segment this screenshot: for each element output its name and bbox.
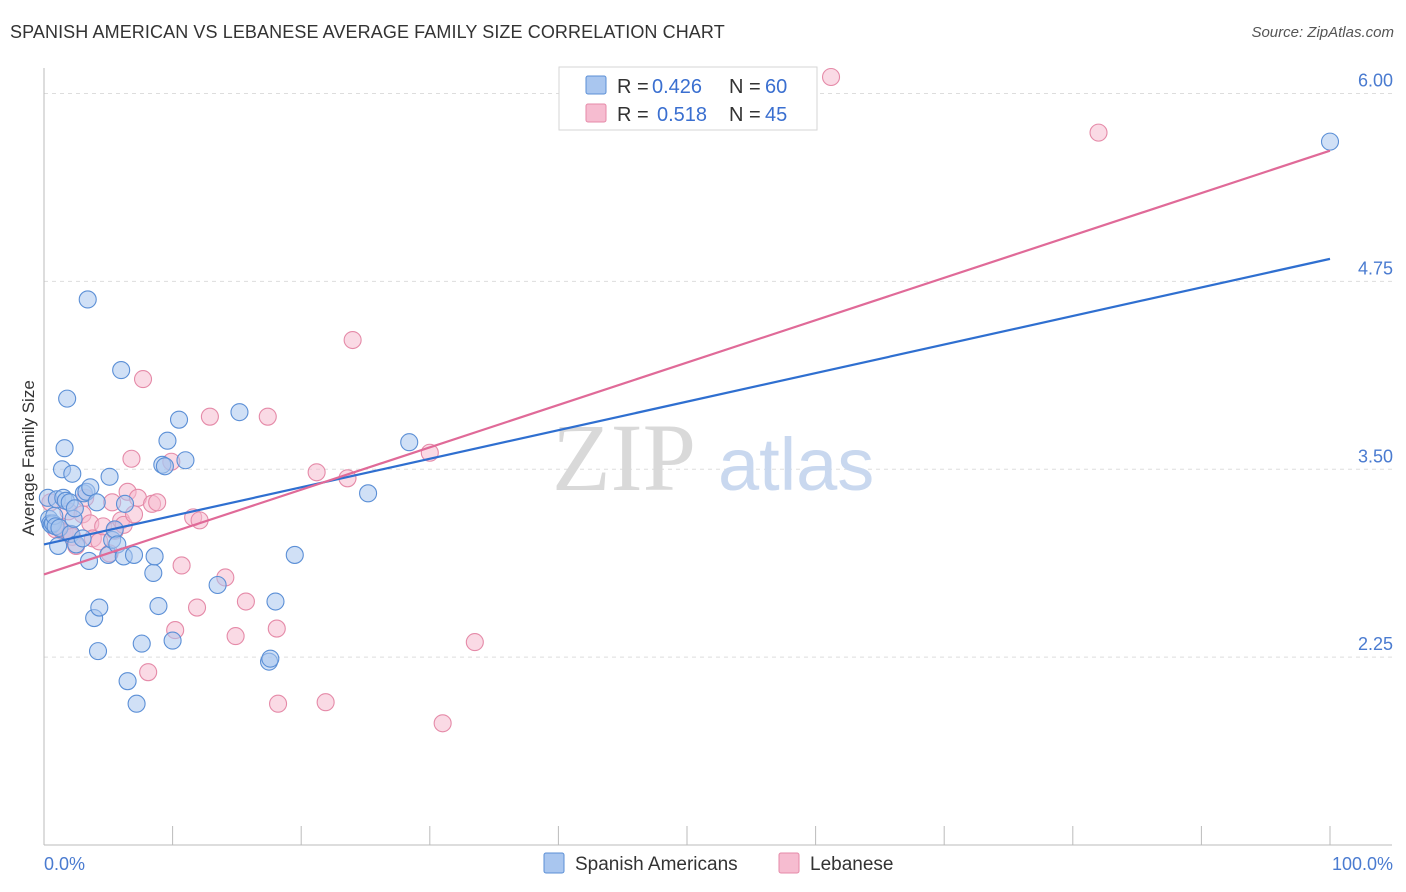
y-tick-label: 6.00 — [1358, 71, 1393, 91]
spanish-american-point — [90, 598, 109, 617]
spanish-american-point — [144, 563, 163, 583]
lebanese-trend-line — [43, 149, 1331, 576]
legend-n-label-2: N = — [729, 104, 761, 126]
legend-n-value-2: 45 — [765, 104, 787, 126]
legend-swatch-blue — [585, 75, 607, 95]
lebanese-point — [187, 598, 207, 617]
source-label: Source: ZipAtlas.com — [1251, 24, 1394, 41]
lebanese-point — [226, 627, 245, 646]
spanish-american-point — [359, 484, 378, 503]
spanish-american-point — [73, 529, 92, 548]
lebanese-point — [200, 407, 219, 426]
lebanese-point — [465, 633, 484, 652]
spanish-american-point — [145, 547, 164, 566]
lebanese-point — [148, 493, 167, 512]
spanish-american-point — [78, 290, 97, 309]
watermark: ZIP atlas — [552, 404, 874, 511]
chart-title: SPANISH AMERICAN VS LEBANESE AVERAGE FAM… — [10, 22, 725, 42]
spanish-american-point — [112, 361, 131, 380]
spanish-american-point — [127, 694, 146, 713]
lebanese-point — [139, 663, 158, 682]
lebanese-point — [267, 619, 286, 638]
lebanese-point — [236, 592, 255, 611]
lebanese-point — [122, 449, 141, 468]
lebanese-point — [316, 693, 335, 712]
x-tick-label-end: 100.0% — [1332, 854, 1393, 874]
spanish-american-point — [87, 493, 106, 512]
watermark-atlas: atlas — [718, 423, 874, 506]
legend-n-value-1: 60 — [765, 76, 787, 98]
spanish-american-point — [132, 634, 151, 653]
spanish-american-point — [65, 499, 84, 518]
bottom-legend: Spanish Americans Lebanese — [543, 852, 893, 875]
lebanese-point — [133, 370, 153, 389]
legend-box: R = 0.426 N = 60 R = 0.518 N = 45 — [558, 66, 818, 131]
lebanese-point — [258, 407, 277, 426]
lebanese-point — [1089, 123, 1108, 142]
legend-swatch-pink — [585, 103, 607, 123]
spanish-american-point — [58, 389, 77, 408]
axes — [43, 68, 1392, 846]
spanish-american-point — [400, 433, 419, 452]
spanish-american-point — [149, 596, 168, 616]
spanish-american-point — [1320, 132, 1340, 151]
legend-n-label-1: N = — [729, 76, 761, 98]
spanish-american-point — [118, 672, 137, 691]
spanish-american-point — [163, 631, 182, 650]
legend-r-value-2: 0.518 — [657, 104, 707, 126]
trend-lines — [43, 149, 1331, 576]
legend-r-label-1: R = — [617, 76, 649, 98]
lebanese-point — [433, 714, 452, 733]
spanish-american-point — [266, 592, 285, 611]
spanish-american-point — [230, 403, 249, 422]
lebanese-point — [269, 694, 288, 713]
spanish-american-point — [100, 467, 119, 486]
spanish-american-point — [55, 439, 74, 458]
watermark-zip: ZIP — [552, 404, 696, 511]
legend-r-label-2: R = — [617, 104, 649, 126]
spanish-american-point — [81, 478, 100, 497]
spanish-american-points — [38, 132, 1340, 713]
lebanese-point — [821, 67, 841, 87]
spanish-american-point — [285, 545, 304, 564]
spanish-american-trend-line — [43, 257, 1331, 546]
y-axis-label: Average Family Size — [19, 380, 38, 536]
y-tick-label: 4.75 — [1358, 258, 1393, 278]
x-tick-labels: 0.0% 100.0% — [44, 854, 1393, 874]
spanish-american-point — [261, 649, 280, 668]
x-tick-label-start: 0.0% — [44, 854, 85, 874]
spanish-american-point — [88, 642, 108, 661]
legend-r-value-1: 0.426 — [652, 76, 702, 98]
spanish-american-point — [169, 410, 189, 429]
y-tick-label: 2.25 — [1358, 634, 1393, 654]
y-tick-labels: 2.25 3.50 4.75 6.00 — [1358, 71, 1393, 655]
spanish-american-point — [155, 457, 174, 476]
bottom-legend-spanish-americans: Spanish Americans — [575, 854, 738, 875]
spanish-american-point — [124, 545, 144, 564]
lebanese-point — [307, 463, 326, 482]
lebanese-point — [172, 556, 191, 575]
lebanese-point — [343, 330, 362, 350]
spanish-american-point — [208, 575, 227, 595]
bottom-legend-lebanese: Lebanese — [810, 854, 893, 875]
spanish-american-point — [158, 431, 177, 450]
spanish-american-point — [79, 551, 99, 570]
bottom-legend-swatch-pink — [778, 852, 800, 874]
gridlines — [44, 93, 1392, 658]
bottom-legend-swatch-blue — [543, 852, 565, 874]
spanish-american-point — [176, 451, 195, 470]
spanish-american-point — [63, 464, 82, 483]
y-tick-label: 3.50 — [1358, 446, 1393, 466]
spanish-american-point — [115, 494, 135, 513]
